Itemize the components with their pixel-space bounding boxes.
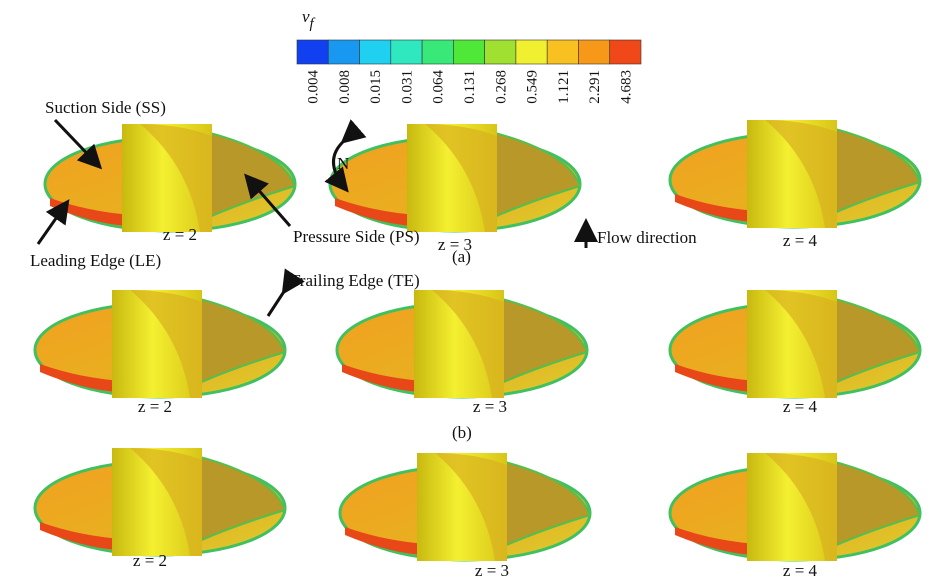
colorbar: vf [297, 7, 641, 64]
colorbar-label: 0.004 [306, 70, 322, 104]
impeller-label: z = 3 [475, 561, 509, 580]
impeller-label: z = 4 [783, 397, 818, 416]
figure: vf Suction Side (SS) Leading Edge (LE) P… [0, 0, 929, 581]
annotation: Pressure Side (PS) [293, 227, 420, 246]
colorbar-segment [422, 40, 453, 64]
annotation: Flow direction [597, 228, 697, 247]
impeller-label: z = 2 [163, 225, 197, 244]
colorbar-segment [328, 40, 359, 64]
colorbar-label: 0.064 [431, 70, 447, 104]
colorbar-segment [516, 40, 547, 64]
colorbar-label: 0.549 [525, 70, 541, 104]
page: {"colorbar": {"title": "v", "subscript":… [0, 0, 929, 581]
colorbar-segment [453, 40, 484, 64]
colorbar-segment [297, 40, 328, 64]
colorbar-label: 0.031 [399, 70, 415, 104]
arrow [268, 290, 285, 316]
impeller-label: z = 2 [138, 397, 172, 416]
colorbar-label: 1.121 [556, 70, 572, 104]
colorbar-segment [360, 40, 391, 64]
impeller-label: z = 3 [438, 235, 472, 254]
colorbar-label: 2.291 [587, 70, 603, 104]
annotation: Leading Edge (LE) [30, 251, 161, 270]
colorbar-label: 0.268 [493, 70, 509, 104]
annotation: N [337, 154, 349, 173]
colorbar-label: 4.683 [618, 70, 634, 104]
impeller-label: z = 3 [473, 397, 507, 416]
colorbar-label: 0.131 [462, 70, 478, 104]
colorbar-segment [485, 40, 516, 64]
colorbar-label: 0.008 [337, 70, 353, 104]
colorbar-title: vf [302, 7, 316, 32]
annotation: Trailing Edge (TE) [290, 271, 420, 290]
impeller-label: z = 4 [783, 561, 818, 580]
colorbar-segment [610, 40, 641, 64]
panel-label: (b) [452, 423, 472, 442]
colorbar-label: 0.015 [368, 70, 384, 104]
annotation: Suction Side (SS) [45, 98, 166, 117]
impeller-label: z = 4 [783, 231, 818, 250]
colorbar-segment [578, 40, 609, 64]
colorbar-title-sub: f [310, 16, 316, 32]
impeller-label: z = 2 [133, 551, 167, 570]
arrow [38, 204, 66, 244]
colorbar-segment [391, 40, 422, 64]
colorbar-segment [547, 40, 578, 64]
